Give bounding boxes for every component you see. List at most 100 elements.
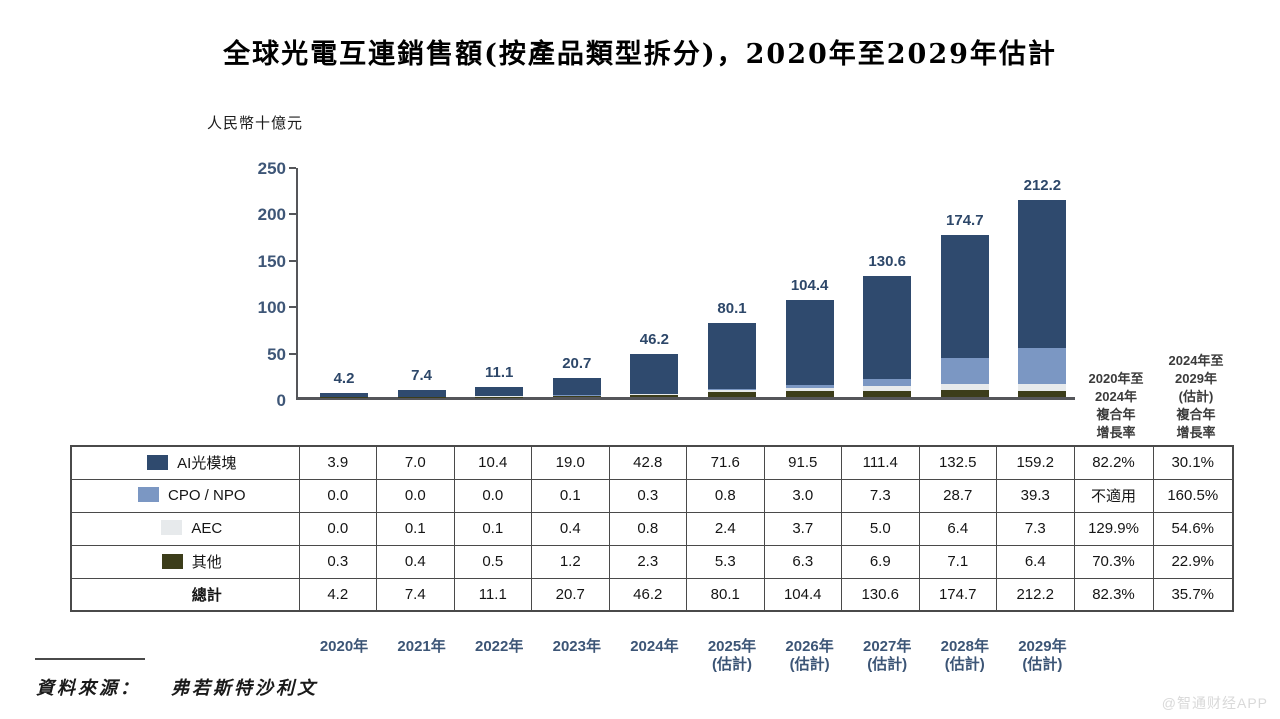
bar-segment-ai [630,354,679,394]
bar-stack [1018,200,1067,397]
source-divider-rule [35,658,145,660]
cagr-cell: 54.6% [1152,511,1234,546]
value-cell: 6.4 [996,544,1075,579]
row-label-cell: CPO / NPO [70,478,300,513]
bar-segment-aec [863,385,912,391]
x-axis-category-label: 2026年 (估計) [785,638,834,673]
cagr-header-2020-2024: 2020年至 2024年 複合年 增長率 [1088,371,1144,440]
value-cell: 71.6 [686,445,765,480]
row-label-cell: AI光模塊 [70,445,300,480]
value-cell: 3.0 [763,478,842,513]
legend-swatch [161,554,183,569]
row-label-cell: 總計 [70,577,300,612]
value-cell: 6.3 [763,544,842,579]
value-cell: 10.4 [453,445,532,480]
table-row: AEC 0.0 0.1 0.1 0.4 0.8 2.4 3.7 5.0 6.4 7.3 129.9% 5… [70,511,1234,546]
value-cell: 212.2 [996,577,1075,612]
cagr-cell: 82.3% [1073,577,1154,612]
source-label: 資料來源： [36,678,141,699]
value-cell: 0.0 [453,478,532,513]
value-cell: 7.4 [376,577,455,612]
value-cell: 0.0 [298,478,377,513]
y-tick-mark [289,352,296,355]
value-cell: 5.3 [686,544,765,579]
value-cell: 3.7 [763,511,842,546]
bar-segment-aec [1018,384,1067,392]
value-cell: 174.7 [918,577,997,612]
cagr-cell: 70.3% [1073,544,1154,579]
value-cell: 3.9 [298,445,377,480]
value-cell: 7.3 [841,478,920,513]
cagr-cell: 不適用 [1073,478,1154,513]
source-line: 資料來源： 弗若斯特沙利文 [36,674,318,700]
value-cell: 7.3 [996,511,1075,546]
bar-segment-cponpo [785,384,834,388]
stacked-bar-chart: 0 50 100 150 200 250 4.2 2020年 7.4 2021年 11.1 2022年… [258,160,1075,673]
bar-value-label: 174.7 [946,211,984,229]
bar-segment-ai [940,234,989,358]
bar-value-label: 130.6 [868,252,906,270]
x-axis-category-label: 2022年 [475,638,524,655]
value-cell: 0.3 [298,544,377,579]
value-cell: 0.0 [376,478,455,513]
bar-segment- [1018,391,1067,397]
value-cell: 0.5 [453,544,532,579]
value-cell: 39.3 [996,478,1075,513]
value-cell: 1.2 [531,544,610,579]
value-cell: 7.0 [376,445,455,480]
x-axis-category-label: 2020年 [319,638,369,655]
bar-segment- [552,395,601,397]
row-label: AI光模塊 [177,455,237,473]
y-tick-mark [289,213,296,216]
bar-stack [475,386,524,397]
row-label-cell: 其他 [70,544,300,579]
value-cell: 7.1 [918,544,997,579]
row-label: 總計 [191,586,222,604]
cagr-cell: 160.5% [1152,478,1234,513]
cagr-cell: 129.9% [1073,511,1154,546]
bar-value-label: 46.2 [639,331,669,349]
bar-segment- [630,394,679,397]
value-cell: 91.5 [763,445,842,480]
bar-segment-ai [1018,200,1067,348]
value-cell: 20.7 [531,577,610,612]
value-cell: 0.4 [376,544,455,579]
bar-value-label: 7.4 [411,367,433,385]
y-tick-mark [289,306,296,309]
value-cell: 2.4 [686,511,765,546]
bar-value-label: 11.1 [485,363,514,381]
data-table: AI光模塊 3.9 7.0 10.4 19.0 42.8 71.6 91.5 111.4 132.… [70,445,1234,612]
bar-segment-ai [863,275,912,380]
bar-stack [630,354,679,397]
value-cell: 130.6 [841,577,920,612]
bar-stack [940,234,989,397]
bar-segment- [708,392,756,397]
watermark-zhitong-caijing: @智通财经APP [1161,695,1268,711]
bar-segment-aec [940,384,989,391]
bar-segment-ai [552,377,601,396]
value-cell: 19.0 [531,445,610,480]
bar-segment- [863,390,912,397]
value-cell: 111.4 [841,445,920,480]
value-cell: 28.7 [918,478,997,513]
bar-segment-aec [630,394,679,395]
cagr-cell: 22.9% [1152,544,1234,579]
x-axis-category-label: 2027年 (估計) [863,638,912,673]
x-axis-category-label: 2023年 [552,638,601,655]
bar-segment-cponpo [1018,347,1067,385]
bar-segment- [785,391,834,397]
bar-segment-ai [475,386,524,397]
value-cell: 0.1 [531,478,610,513]
cagr-cell: 30.1% [1152,445,1234,480]
bar-segment-ai [397,390,446,397]
bar-segment-aec [708,389,756,393]
x-axis-category-label: 2028年 (估計) [940,638,989,673]
value-cell: 0.8 [686,478,765,513]
legend-swatch [147,455,169,471]
bar-segment-cponpo [940,357,989,385]
y-axis-unit-label: 人民幣十億元 [207,114,304,132]
source-value: 弗若斯特沙利文 [171,678,318,699]
cagr-cell: 35.7% [1152,577,1234,612]
legend-swatch [161,520,183,535]
y-tick-label: 250 [257,159,286,178]
